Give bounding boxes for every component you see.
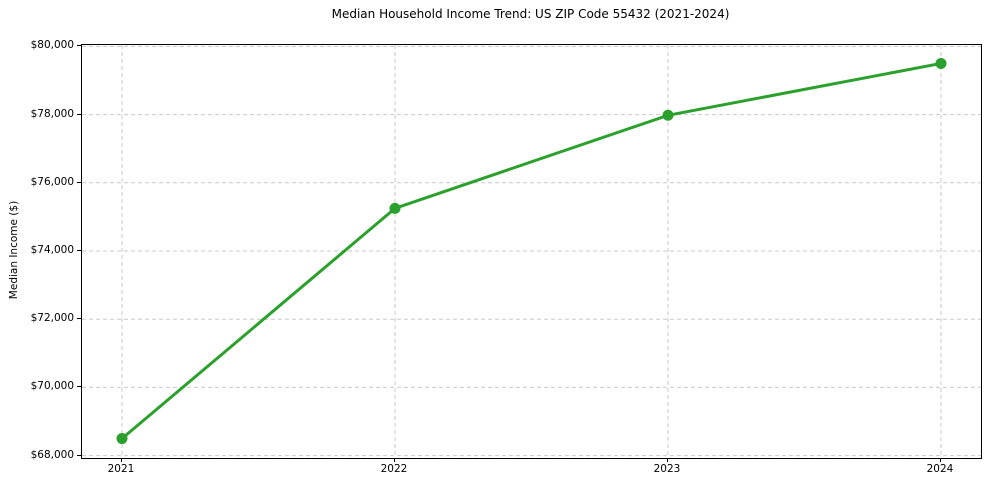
chart-title: Median Household Income Trend: US ZIP Co… bbox=[331, 7, 730, 21]
y-tick-mark bbox=[77, 45, 81, 47]
y-tick-label: $80,000 bbox=[30, 39, 74, 52]
y-tick-label: $68,000 bbox=[30, 448, 74, 461]
plot-canvas bbox=[82, 45, 981, 458]
y-tick-mark bbox=[77, 386, 81, 388]
y-tick-mark bbox=[77, 318, 81, 320]
x-tick-mark bbox=[394, 458, 395, 462]
y-tick-label: $78,000 bbox=[30, 107, 74, 120]
x-tick-label: 2022 bbox=[380, 463, 408, 475]
x-tick-label: 2021 bbox=[107, 463, 135, 475]
data-point-2024 bbox=[935, 57, 947, 69]
y-tick-label: $70,000 bbox=[30, 380, 74, 393]
data-point-2022 bbox=[389, 202, 401, 214]
x-tick-mark bbox=[667, 458, 668, 462]
y-tick-mark bbox=[77, 250, 81, 251]
y-tick-mark bbox=[77, 181, 81, 183]
trend-line bbox=[120, 61, 943, 441]
y-tick-label: $74,000 bbox=[30, 244, 74, 256]
x-tick-label: 2024 bbox=[926, 463, 954, 475]
data-point-2023 bbox=[662, 109, 674, 121]
y-tick-label: $76,000 bbox=[30, 175, 74, 188]
y-tick-mark bbox=[77, 113, 81, 115]
data-point-2021 bbox=[116, 433, 128, 445]
plot-area bbox=[81, 44, 982, 459]
y-tick-label: $72,000 bbox=[30, 312, 74, 325]
y-tick-mark bbox=[77, 454, 81, 456]
x-tick-label: 2023 bbox=[653, 463, 681, 475]
x-tick-mark bbox=[940, 458, 941, 462]
x-tick-mark bbox=[121, 458, 122, 462]
